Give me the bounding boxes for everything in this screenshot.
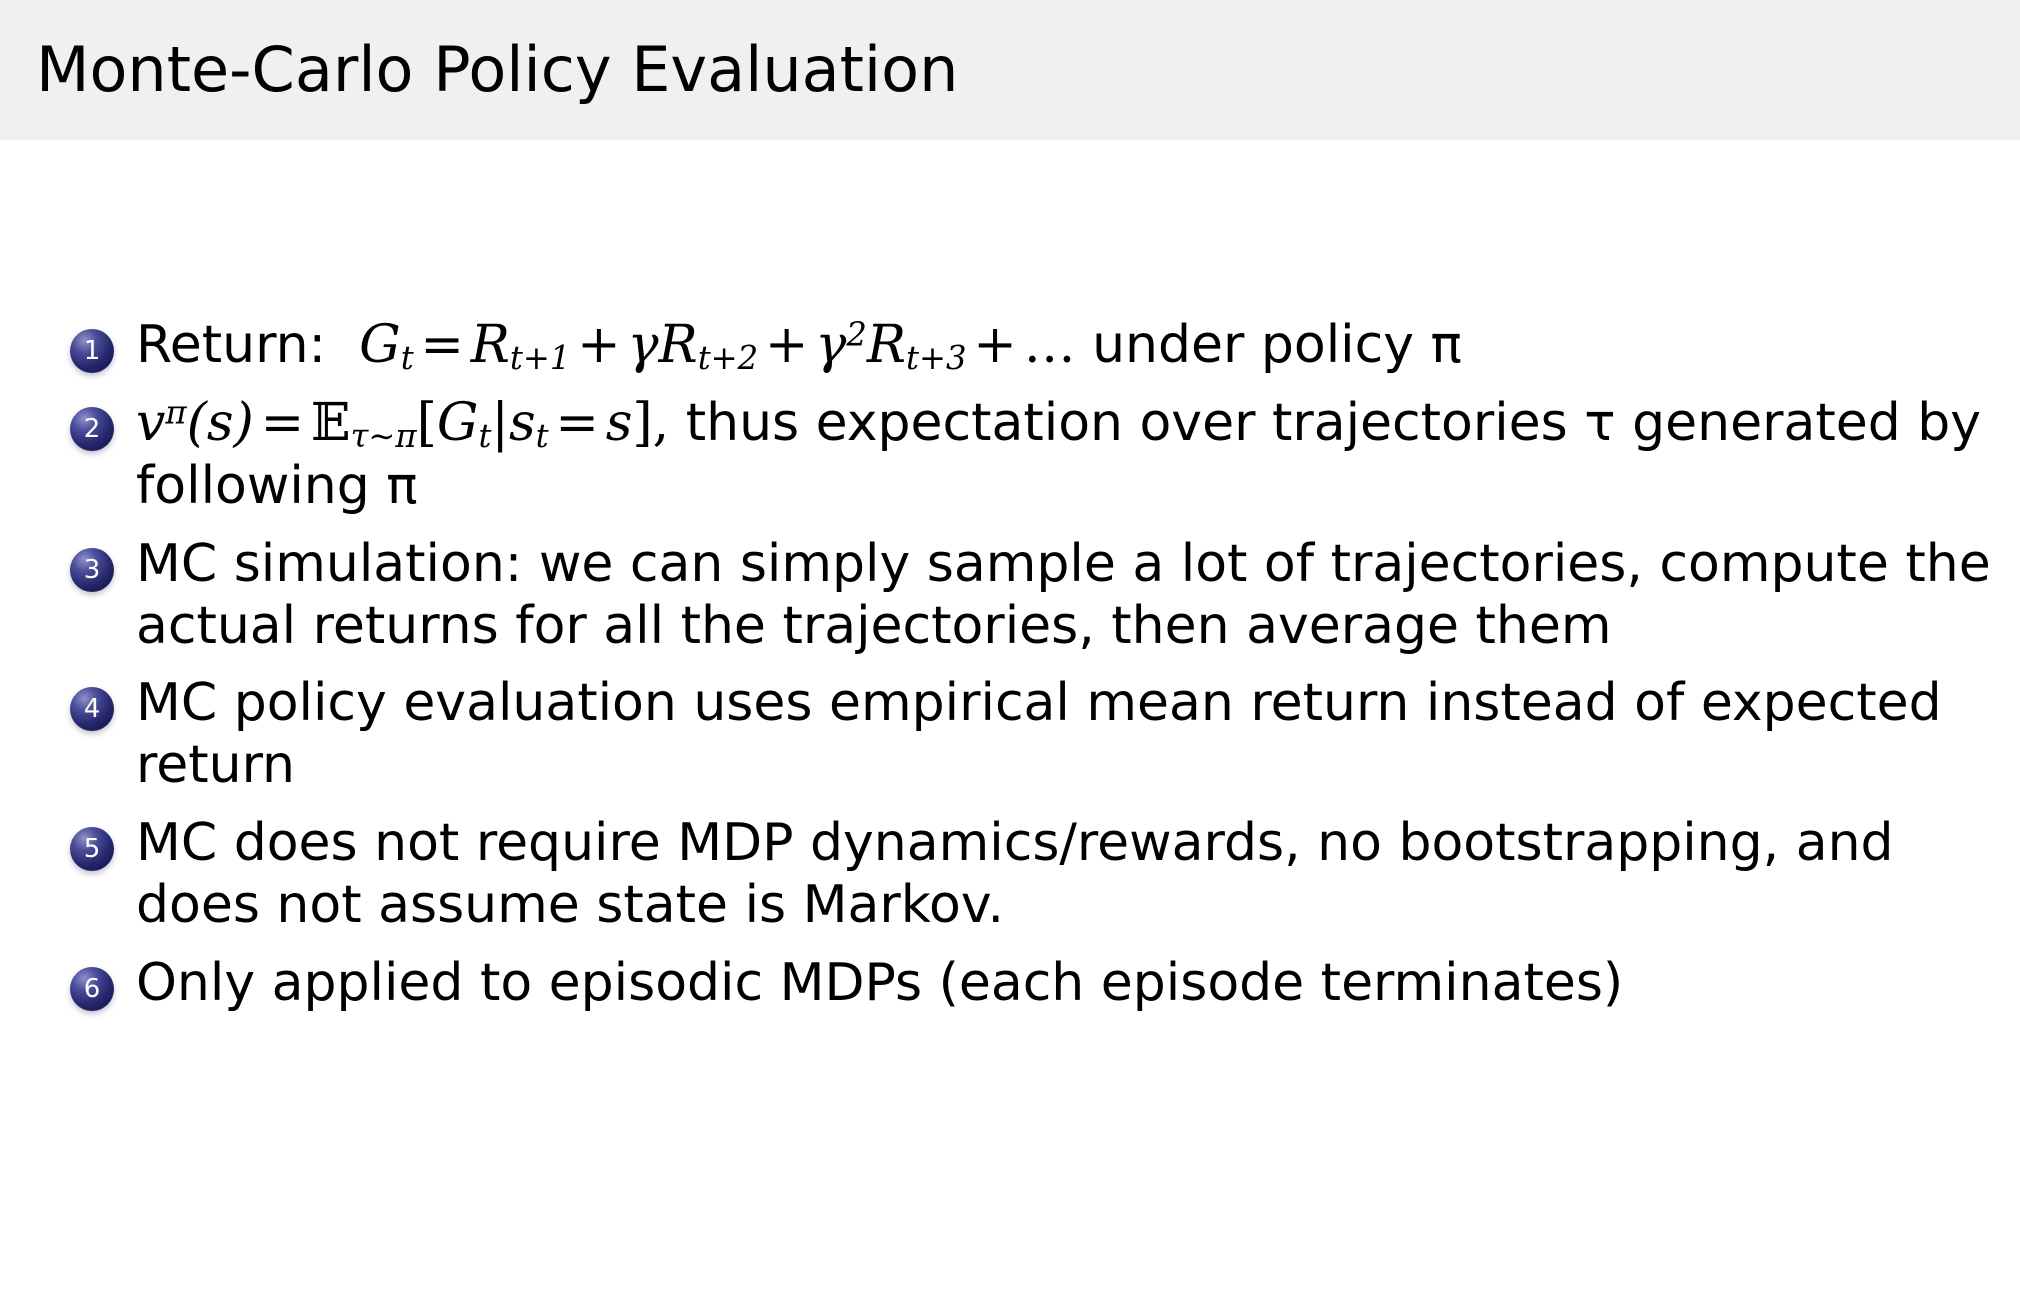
bullet-text-6: Only applied to episodic MDPs (each epis… xyxy=(136,952,1624,1013)
bullet-text-2: vπ(s) = 𝔼τ∼π[Gt|st = s], thus expectation ov… xyxy=(136,393,2000,517)
bullet-list: 1 Return: Gt = Rt+1 + γRt+2 + γ2Rt+3 +… under p… xyxy=(70,315,2000,1031)
bullet-marker-4: 4 xyxy=(70,687,114,732)
bullet-2-tail: thus expectation over trajectories τ gen… xyxy=(136,393,1982,516)
bullet-2-formula: vπ(s) = 𝔼τ∼π[Gt|st = s], xyxy=(136,393,670,456)
slide-header: Monte-Carlo Policy Evaluation xyxy=(0,0,2020,140)
bullet-text-5: MC does not require MDP dynamics/rewards… xyxy=(136,813,1894,936)
bullet-marker-2: 2 xyxy=(70,407,114,452)
bullet-1-tail: under policy π xyxy=(1092,315,1462,375)
bullet-marker-3: 3 xyxy=(70,547,114,592)
bullet-1-formula: Gt = Rt+1 + γRt+2 + γ2Rt+3 +… xyxy=(359,315,1076,378)
bullet-text-1: Return: Gt = Rt+1 + γRt+2 + γ2Rt+3 +… under pol… xyxy=(136,315,2000,377)
list-item: 4 MC policy evaluation uses empirical me… xyxy=(70,673,2000,797)
list-item: 2 vπ(s) = 𝔼τ∼π[Gt|st = s], thus expectation … xyxy=(70,393,2000,517)
list-item: 5 MC does not require MDP dynamics/rewar… xyxy=(70,813,2000,937)
list-item: 1 Return: Gt = Rt+1 + γRt+2 + γ2Rt+3 +… under p… xyxy=(70,315,2000,377)
page-title: Monte-Carlo Policy Evaluation xyxy=(36,33,959,106)
bullet-marker-5: 5 xyxy=(70,827,114,872)
list-item: 6 Only applied to episodic MDPs (each ep… xyxy=(70,953,2000,1015)
bullet-marker-6: 6 xyxy=(70,966,114,1011)
bullet-1-lead: Return: xyxy=(136,315,327,375)
slide-body: 1 Return: Gt = Rt+1 + γRt+2 + γ2Rt+3 +… under p… xyxy=(0,140,2020,1304)
list-item: 3 MC simulation: we can simply sample a … xyxy=(70,534,2000,658)
bullet-text-3: MC simulation: we can simply sample a lo… xyxy=(136,533,1991,656)
bullet-marker-1: 1 xyxy=(70,329,114,373)
bullet-text-4: MC policy evaluation uses empirical mean… xyxy=(136,673,1942,796)
